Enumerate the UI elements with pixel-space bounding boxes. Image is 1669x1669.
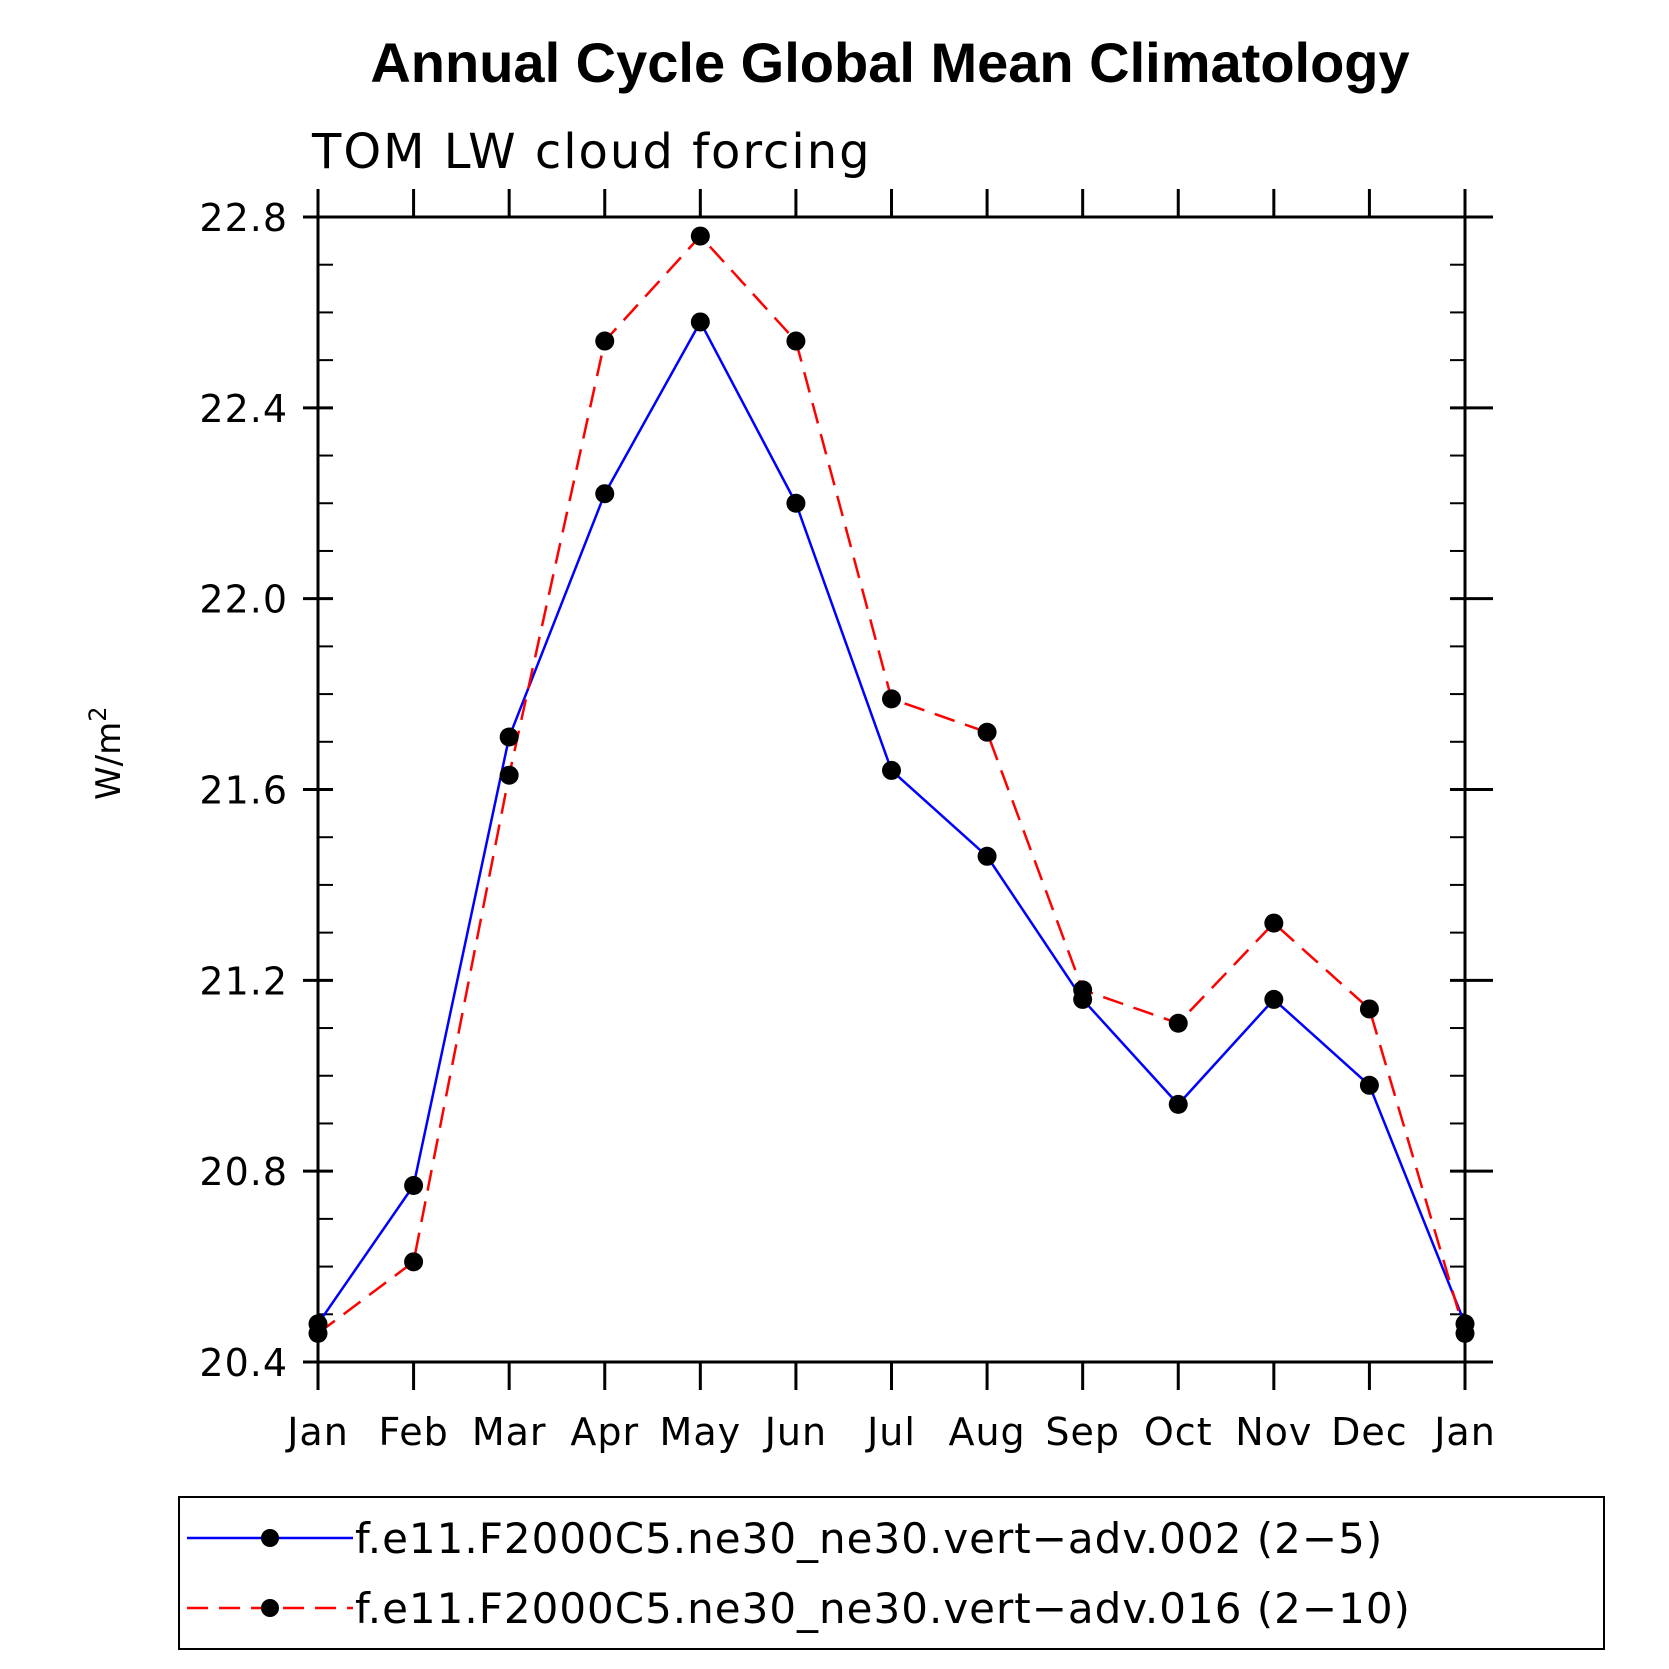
series-lines [316, 234, 1467, 1335]
y-tick-label: 22.4 [199, 387, 288, 431]
data-point-s1 [1264, 989, 1284, 1009]
data-point-s2 [404, 1252, 424, 1272]
data-point-s2 [1359, 999, 1379, 1019]
legend-swatch-marker-2 [261, 1599, 279, 1617]
y-tick-label: 22.8 [199, 196, 288, 240]
legend-label-1: f.e11.F2000C5.ne30_ne30.vert−adv.002 (2−… [355, 1514, 1383, 1563]
x-tick-label: Jul [865, 1410, 916, 1454]
legend-entry-1: f.e11.F2000C5.ne30_ne30.vert−adv.002 (2−… [187, 1514, 1383, 1563]
x-tick-label: Nov [1235, 1410, 1312, 1454]
y-tick-label: 20.8 [199, 1150, 288, 1194]
series-line-2 [317, 234, 1467, 1335]
data-point-s2 [499, 765, 519, 785]
legend-box [178, 1496, 1605, 1650]
data-point-s1 [882, 760, 901, 780]
data-point-s2 [977, 722, 997, 742]
y-tick-label: 20.4 [199, 1341, 288, 1385]
data-point-s1 [786, 493, 806, 513]
x-tick-label: Jan [1432, 1410, 1496, 1454]
data-point-s2 [595, 331, 615, 351]
data-point-s2 [690, 226, 710, 246]
svg-text:W/m2: W/m2 [84, 707, 129, 800]
x-tick-label: Oct [1144, 1410, 1213, 1454]
x-tick-label: Sep [1045, 1410, 1120, 1454]
data-point-s2 [786, 331, 806, 351]
y-tick-label: 22.0 [199, 578, 288, 622]
legend: f.e11.F2000C5.ne30_ne30.vert−adv.002 (2−… [178, 1496, 1605, 1650]
chart-title: Annual Cycle Global Mean Climatology [370, 31, 1409, 94]
data-point-s2 [882, 689, 901, 709]
chart-subtitle: TOM LW cloud forcing [311, 124, 872, 180]
data-point-s1 [595, 484, 615, 504]
x-tick-label: Apr [570, 1410, 639, 1454]
series-line-1 [316, 320, 1467, 1325]
data-point-s1 [499, 727, 519, 747]
x-tick-label: May [660, 1410, 742, 1454]
y-axis-title: W/m2 [84, 707, 129, 800]
x-tick-label: Aug [948, 1410, 1025, 1454]
axis-ticks [303, 189, 1493, 1390]
x-tick-label: Dec [1331, 1410, 1408, 1454]
plot-frame [316, 215, 1467, 1364]
data-point-s1 [977, 846, 997, 866]
data-point-s1 [404, 1175, 424, 1195]
x-tick-label: Jan [285, 1410, 349, 1454]
y-tick-label: 21.2 [199, 959, 288, 1003]
x-tick-label: Mar [472, 1410, 547, 1454]
y-axis-label-superscript: 2 [84, 707, 112, 722]
data-point-s2 [1455, 1323, 1475, 1343]
x-tick-label: Jun [763, 1410, 827, 1454]
x-tick-label: Feb [378, 1410, 448, 1454]
legend-label-2: f.e11.F2000C5.ne30_ne30.vert−adv.016 (2−… [355, 1584, 1411, 1633]
data-point-s2 [1168, 1013, 1188, 1033]
y-tick-label: 21.6 [199, 769, 288, 813]
data-point-s2 [308, 1323, 328, 1343]
data-point-s2 [1073, 980, 1093, 1000]
legend-entry-2: f.e11.F2000C5.ne30_ne30.vert−adv.016 (2−… [187, 1584, 1411, 1633]
data-point-s1 [690, 312, 710, 332]
data-markers [308, 226, 1475, 1343]
data-point-s2 [1264, 913, 1284, 933]
data-point-s1 [1359, 1075, 1379, 1095]
data-point-s1 [1168, 1094, 1188, 1114]
y-axis-label: W/m [89, 722, 129, 800]
legend-swatch-marker-1 [261, 1529, 279, 1547]
